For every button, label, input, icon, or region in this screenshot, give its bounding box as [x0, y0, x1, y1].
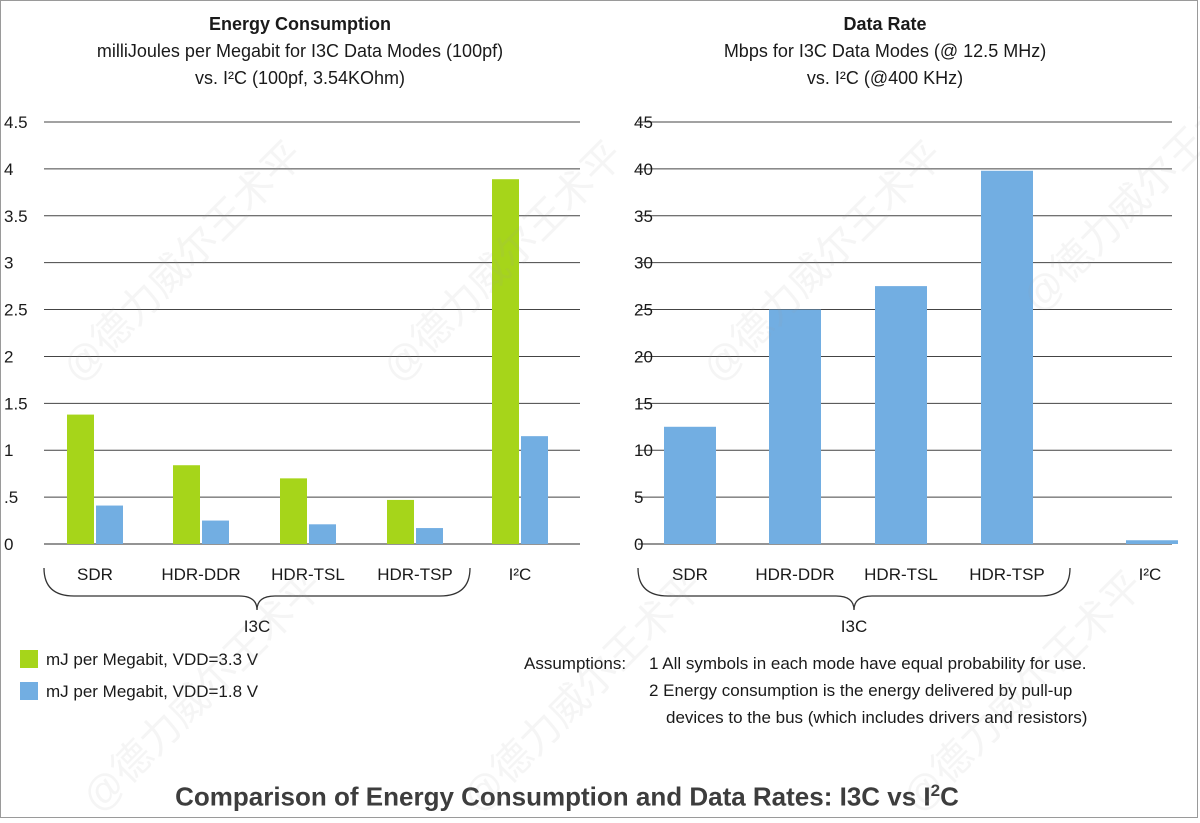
datarate-chart-subtitle-2: vs. I²C (@400 KHz): [806, 68, 964, 88]
energy-category-label: SDR: [77, 565, 113, 584]
datarate-category-label: HDR-TSP: [969, 565, 1045, 584]
energy-ytick-label: 1: [4, 441, 13, 460]
energy-bar: [492, 179, 519, 544]
legend-label-vdd18: mJ per Megabit, VDD=1.8 V: [46, 682, 259, 701]
datarate-ytick-label: 20: [634, 347, 653, 366]
energy-ytick-label: 2: [4, 347, 13, 366]
energy-ytick-label: 2.5: [4, 301, 28, 320]
caption-suffix: C: [940, 781, 959, 812]
datarate-bar: [664, 426, 716, 544]
datarate-ytick-label: 10: [634, 441, 653, 460]
energy-bar: [96, 505, 123, 544]
energy-bar: [67, 414, 94, 544]
assumption-1: 1 All symbols in each mode have equal pr…: [649, 654, 1087, 673]
datarate-ytick-label: 0: [634, 535, 643, 554]
datarate-group-label: I3C: [841, 617, 867, 636]
datarate-ytick-label: 45: [634, 113, 653, 132]
assumptions-label: Assumptions:: [524, 654, 627, 673]
energy-category-label: HDR-DDR: [161, 565, 240, 584]
datarate-bar: [875, 286, 927, 544]
datarate-ytick-label: 25: [634, 301, 653, 320]
datarate-bar: [981, 170, 1033, 544]
datarate-bar: [1126, 540, 1178, 544]
energy-bar: [416, 528, 443, 544]
caption-superscript: 2: [930, 781, 941, 800]
datarate-group-brace: [637, 567, 1071, 611]
energy-ytick-label: 4.5: [4, 113, 28, 132]
caption-text: Comparison of Energy Consumption and Dat…: [175, 781, 931, 812]
datarate-ytick-label: 5: [634, 488, 643, 507]
datarate-bar: [769, 309, 821, 544]
energy-group-brace: [43, 567, 471, 611]
legend-label-vdd33: mJ per Megabit, VDD=3.3 V: [46, 650, 259, 669]
energy-ytick-label: 4: [4, 160, 13, 179]
datarate-category-label: HDR-TSL: [864, 565, 938, 584]
assumption-2: 2 Energy consumption is the energy deliv…: [649, 681, 1073, 700]
legend-swatch-green: [20, 650, 38, 668]
energy-bar: [309, 524, 336, 544]
energy-chart-title-block: Energy Consumption milliJoules per Megab…: [40, 11, 560, 92]
datarate-category-label: I²C: [1139, 565, 1162, 584]
energy-category-label: I²C: [509, 565, 532, 584]
energy-chart-subtitle-1: milliJoules per Megabit for I3C Data Mod…: [96, 41, 504, 61]
energy-ytick-label: .5: [4, 488, 18, 507]
datarate-chart-title-block: Data Rate Mbps for I3C Data Modes (@ 12.…: [620, 11, 1150, 92]
legend-swatch-blue: [20, 682, 38, 700]
datarate-ytick-label: 15: [634, 394, 653, 413]
energy-bar: [280, 478, 307, 544]
energy-bar: [202, 520, 229, 544]
datarate-ytick-label: 40: [634, 160, 653, 179]
energy-bar: [173, 465, 200, 544]
datarate-category-label: SDR: [672, 565, 708, 584]
energy-chart-subtitle-2: vs. I²C (100pf, 3.54KOhm): [194, 68, 406, 88]
energy-bar: [387, 499, 414, 544]
datarate-chart-title: Data Rate: [843, 14, 927, 34]
datarate-ytick-label: 30: [634, 254, 653, 273]
energy-ytick-label: 1.5: [4, 394, 28, 413]
legend-item-vdd18: mJ per Megabit, VDD=1.8 V: [20, 682, 258, 702]
figure-caption: Comparison of Energy Consumption and Dat…: [0, 781, 1134, 813]
assumption-2-continued: devices to the bus (which includes drive…: [666, 708, 1088, 727]
datarate-ytick-label: 35: [634, 207, 653, 226]
energy-ytick-label: 3.5: [4, 207, 28, 226]
energy-group-label: I3C: [244, 617, 270, 636]
energy-chart-title: Energy Consumption: [208, 14, 391, 34]
energy-category-label: HDR-TSL: [271, 565, 345, 584]
legend-item-vdd33: mJ per Megabit, VDD=3.3 V: [20, 650, 258, 670]
energy-category-label: HDR-TSP: [377, 565, 453, 584]
energy-ytick-label: 3: [4, 254, 13, 273]
energy-bar: [521, 436, 548, 544]
energy-ytick-label: 0: [4, 535, 13, 554]
datarate-category-label: HDR-DDR: [755, 565, 834, 584]
datarate-chart-subtitle-1: Mbps for I3C Data Modes (@ 12.5 MHz): [723, 41, 1047, 61]
